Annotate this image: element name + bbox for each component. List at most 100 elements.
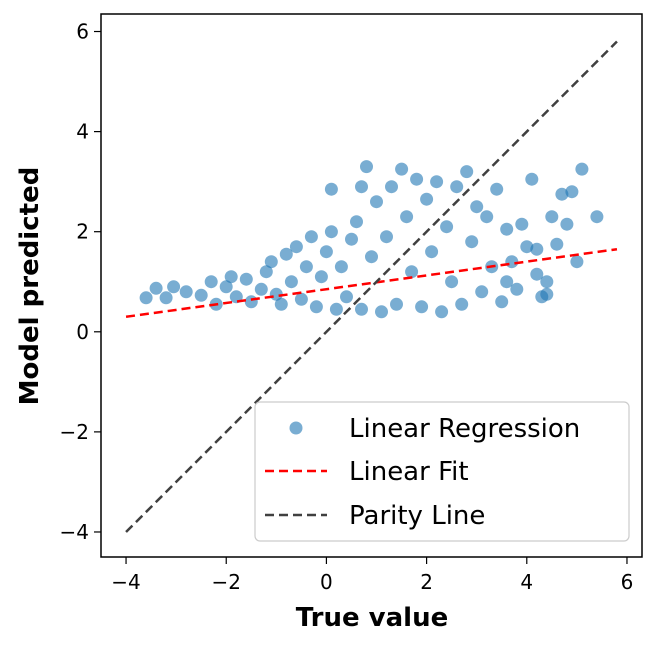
scatter-point-79 <box>575 162 589 176</box>
y-tick-label: 0 <box>76 320 89 344</box>
y-tick-label: −2 <box>60 420 89 444</box>
scatter-point-23 <box>304 230 318 244</box>
scatter-point-46 <box>410 172 424 186</box>
scatter-point-6 <box>204 275 218 289</box>
scatter-point-55 <box>455 297 469 311</box>
scatter-point-30 <box>334 260 348 274</box>
scatter-point-47 <box>415 300 429 314</box>
scatter-point-0 <box>139 291 153 305</box>
scatter-point-40 <box>380 230 393 244</box>
x-tick-label: 2 <box>420 570 433 594</box>
scatter-point-36 <box>360 160 373 174</box>
linear-fit-series <box>125 247 618 319</box>
scatter-point-68 <box>520 240 534 254</box>
scatter-point-66 <box>510 282 524 296</box>
y-axis-label: Model predicted <box>15 167 45 406</box>
scatter-point-70 <box>530 267 544 281</box>
scatter-point-75 <box>555 187 569 201</box>
scatter-point-18 <box>279 247 293 261</box>
scatter-point-32 <box>345 232 358 246</box>
scatter-point-59 <box>475 285 489 299</box>
scatter-point-43 <box>395 162 409 176</box>
scatter-point-41 <box>385 180 398 194</box>
scatter-point-20 <box>289 240 303 254</box>
x-tick-label: 4 <box>520 570 533 594</box>
y-tick-label: −4 <box>60 520 89 544</box>
scatter-point-3 <box>167 280 181 294</box>
scatter-point-25 <box>314 270 328 284</box>
scatter-point-57 <box>465 235 479 249</box>
scatter-point-17 <box>274 297 288 311</box>
scatter-point-64 <box>500 222 514 236</box>
scatter-point-13 <box>254 282 268 296</box>
scatter-point-82 <box>530 242 544 256</box>
scatter-point-21 <box>294 292 308 306</box>
scatter-point-27 <box>324 225 338 239</box>
scatter-point-44 <box>400 210 414 224</box>
scatter-point-74 <box>550 237 564 251</box>
scatter-point-54 <box>450 180 464 194</box>
scatter-point-72 <box>540 275 554 289</box>
scatter-point-26 <box>319 245 333 259</box>
scatter-point-53 <box>445 275 459 289</box>
scatter-point-14 <box>259 265 273 279</box>
scatter-point-49 <box>425 245 439 259</box>
scatter-point-31 <box>340 290 353 304</box>
legend: Linear Regression Linear Fit Parity Line <box>254 401 630 542</box>
scatter-point-65 <box>505 255 519 269</box>
x-tick-label: −2 <box>211 570 240 594</box>
legend-label-linear-fit: Linear Fit <box>349 457 469 487</box>
scatter-point-78 <box>570 255 584 269</box>
scatter-point-19 <box>284 275 298 289</box>
scatter-point-77 <box>565 185 579 199</box>
scatter-point-60 <box>480 210 494 224</box>
scatter-point-73 <box>545 210 559 224</box>
plot-frame <box>100 13 643 558</box>
x-tick-label: 6 <box>621 570 634 594</box>
scatter-point-29 <box>329 302 343 316</box>
scatter-point-37 <box>365 250 378 264</box>
scatter-point-52 <box>440 220 454 234</box>
y-tick-label: 4 <box>76 120 89 144</box>
y-tick-label: 2 <box>76 220 89 244</box>
scatter-point-39 <box>375 305 388 319</box>
parity-line-series <box>125 40 618 533</box>
legend-label-parity-line: Parity Line <box>349 501 485 531</box>
scatter-point-8 <box>219 280 233 294</box>
scatter-point-51 <box>435 305 449 319</box>
scatter-point-33 <box>350 215 363 229</box>
scatter-point-48 <box>420 192 434 206</box>
scatter-point-83 <box>500 275 514 289</box>
scatter-point-12 <box>244 295 258 309</box>
scatter-point-69 <box>525 172 539 186</box>
scatter-point-76 <box>560 217 574 231</box>
scatter-point-63 <box>495 295 509 309</box>
scatter-point-16 <box>264 255 278 269</box>
scatter-point-11 <box>239 272 253 286</box>
scatter-point-58 <box>470 200 484 214</box>
legend-marker-linear-regression <box>289 421 303 435</box>
legend-box <box>254 401 630 542</box>
scatter-point-38 <box>370 195 383 209</box>
scatter-point-81 <box>540 287 554 301</box>
scatter-point-50 <box>430 175 444 189</box>
scatter-point-4 <box>179 285 193 299</box>
scatter-point-24 <box>309 300 323 314</box>
scatter-point-80 <box>590 210 604 224</box>
scatter-point-35 <box>355 302 368 316</box>
scatter-point-9 <box>224 270 238 284</box>
legend-label-linear-regression: Linear Regression <box>349 414 580 444</box>
scatter-point-42 <box>390 297 403 311</box>
scatter-point-1 <box>149 281 163 295</box>
scatter-point-67 <box>515 217 529 231</box>
y-tick-label: 6 <box>76 20 89 44</box>
x-axis-label: True value <box>296 603 448 633</box>
x-tick-label: −4 <box>111 570 140 594</box>
scatter-point-22 <box>299 260 313 274</box>
scatter-point-62 <box>490 182 504 196</box>
scatter-point-56 <box>460 165 474 179</box>
scatter-point-2 <box>159 291 173 305</box>
scatter-point-28 <box>324 182 338 196</box>
scatter-point-45 <box>405 265 419 279</box>
